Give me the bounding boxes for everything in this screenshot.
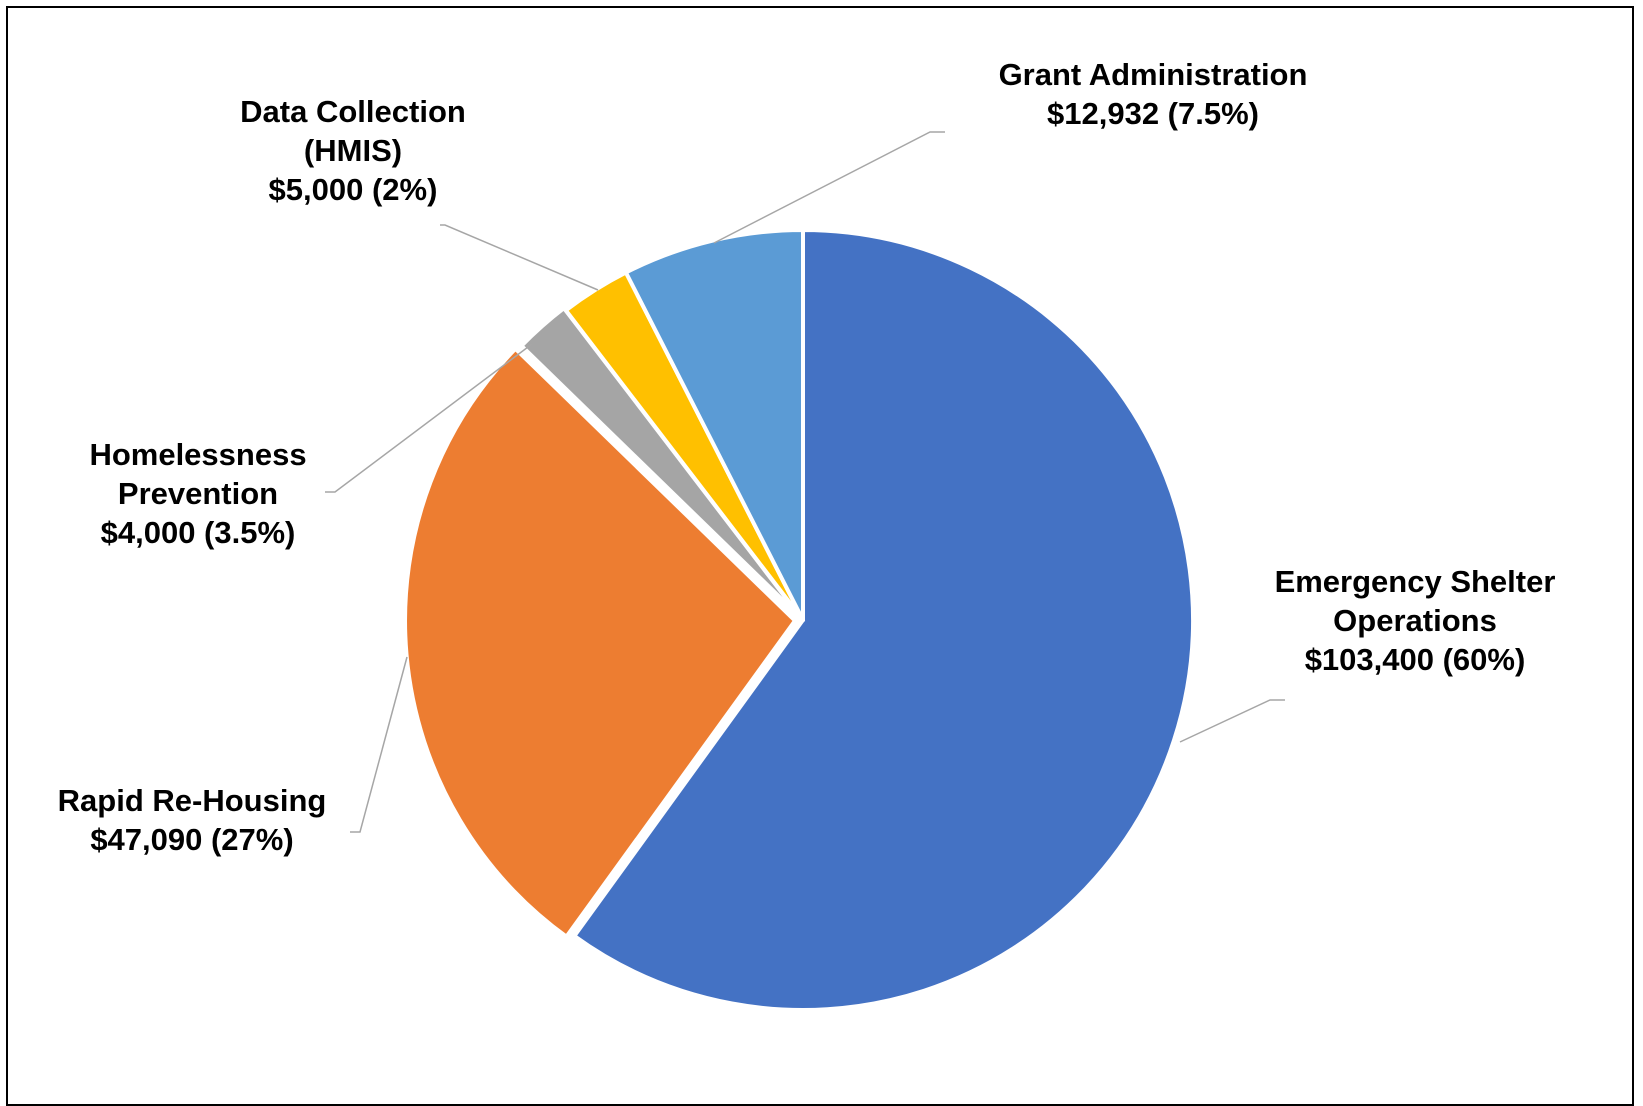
pie-slice-1: [572, 228, 1195, 1012]
data-label-name: Prevention: [118, 476, 278, 511]
data-label-name: Homelessness: [89, 437, 306, 472]
data-label-2: Rapid Re-Housing $47,090 (27%): [58, 783, 327, 857]
leader-line-2: [350, 656, 408, 833]
leader-line-5: [713, 131, 945, 244]
data-label-3: Homelessness Prevention $4,000 (3.5%): [89, 437, 306, 550]
data-label-value: $103,400 (60%): [1305, 642, 1526, 677]
leader-line-3: [325, 343, 533, 493]
data-label-name: Emergency Shelter: [1275, 564, 1556, 599]
pie-slice-3: [519, 306, 804, 620]
data-label-name: Grant Administration: [999, 57, 1308, 92]
leader-line-1: [1179, 699, 1285, 743]
data-label-value: $47,090 (27%): [90, 822, 293, 857]
leader-line-4: [440, 224, 599, 291]
data-label-4: Data Collection (HMIS) $5,000 (2%): [240, 94, 466, 207]
pie-slice-2: [403, 346, 798, 939]
data-label-value: $12,932 (7.5%): [1047, 96, 1259, 131]
data-label-name: Operations: [1333, 603, 1497, 638]
pie-slice-5: [623, 228, 805, 622]
data-label-value: $4,000 (3.5%): [101, 515, 296, 550]
data-label-name: Data Collection: [240, 94, 466, 129]
data-label-name: Rapid Re-Housing: [58, 783, 327, 818]
data-label-5: Grant Administration $12,932 (7.5%): [999, 57, 1308, 131]
data-label-value: $5,000 (2%): [269, 172, 438, 207]
data-label-name: (HMIS): [304, 133, 402, 168]
data-label-1: Emergency Shelter Operations $103,400 (60%…: [1275, 564, 1556, 677]
pie-chart: Emergency Shelter Operations $103,400 (60%…: [58, 57, 1556, 1012]
